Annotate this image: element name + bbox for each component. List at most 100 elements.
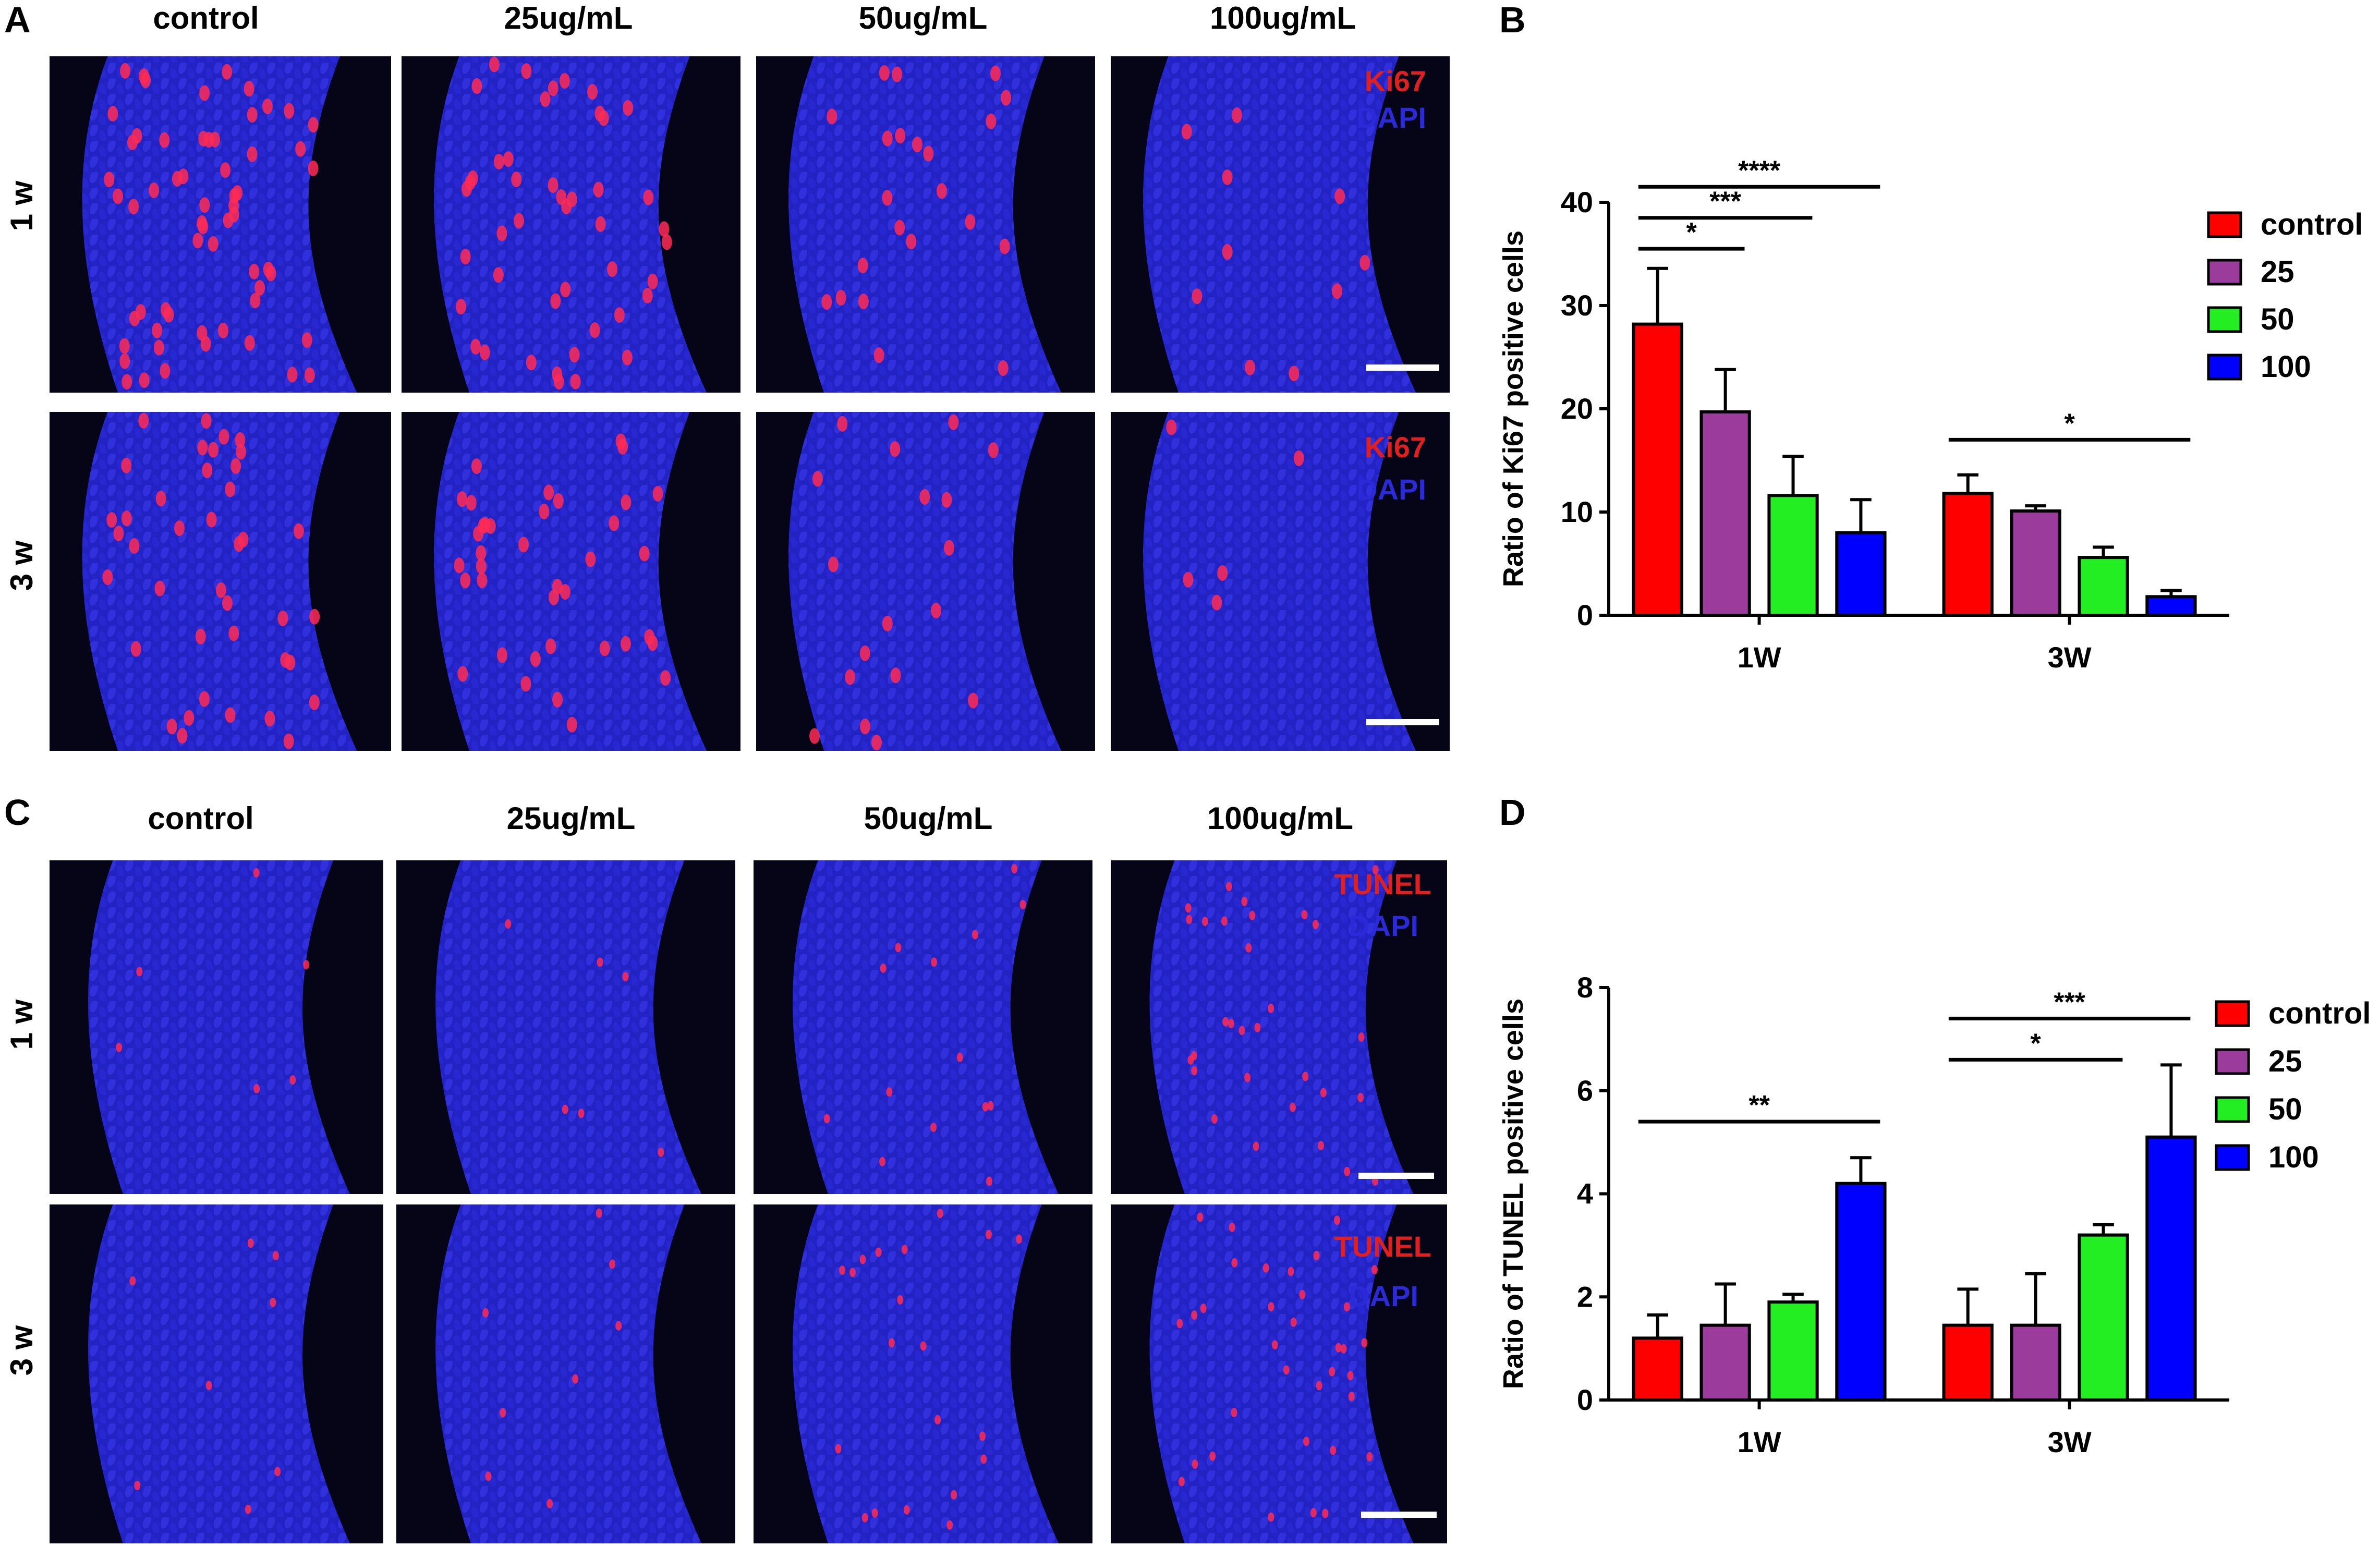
positive-cell-marker — [1178, 1477, 1185, 1487]
positive-cell-marker — [1254, 1022, 1261, 1032]
positive-cell-marker — [129, 1276, 136, 1286]
column-title-25-c: 25ug/mL — [507, 801, 636, 836]
positive-cell-marker — [894, 220, 905, 236]
positive-cell-marker — [530, 651, 541, 667]
positive-cell-marker — [548, 80, 558, 96]
bar-100-3W — [2145, 595, 2197, 617]
positive-cell-marker — [972, 930, 978, 940]
bar-25-1W — [1699, 1323, 1751, 1402]
positive-cell-marker — [139, 372, 150, 388]
positive-cell-marker — [1249, 910, 1256, 920]
positive-cell-marker — [253, 1084, 260, 1094]
positive-cell-marker — [1211, 1114, 1218, 1124]
y-tick-label: 20 — [1561, 392, 1593, 425]
positive-cell-marker — [102, 569, 113, 586]
positive-cell-marker — [1334, 1215, 1341, 1225]
positive-cell-marker — [589, 322, 600, 338]
positive-cell-marker — [937, 1209, 943, 1219]
positive-cell-marker — [218, 429, 229, 445]
positive-cell-marker — [1335, 1343, 1342, 1353]
positive-cell-marker — [119, 338, 130, 354]
positive-cell-marker — [1343, 1302, 1350, 1312]
positive-cell-marker — [1001, 90, 1012, 106]
positive-cell-marker — [901, 1245, 908, 1255]
positive-cell-marker — [553, 374, 564, 390]
positive-cell-marker — [293, 523, 304, 539]
positive-cell-marker — [585, 551, 596, 567]
column-title-control: control — [153, 1, 259, 35]
positive-cell-marker — [482, 1308, 489, 1318]
column-title-100-c: 100ug/mL — [1207, 801, 1353, 836]
positive-cell-marker — [875, 1247, 882, 1257]
column-title-50-c: 50ug/mL — [864, 801, 993, 836]
stain-label-tunel-3w: TUNEL — [1334, 1230, 1431, 1263]
micrograph-tunel-r1-c3 — [1111, 1204, 1447, 1543]
positive-cell-marker — [244, 81, 254, 97]
positive-cell-marker — [642, 287, 653, 303]
positive-cell-marker — [934, 1415, 941, 1425]
positive-cell-marker — [485, 518, 496, 534]
positive-cell-marker — [454, 557, 465, 574]
bar-control-3W — [1942, 492, 1994, 617]
positive-cell-marker — [513, 213, 524, 229]
positive-cell-marker — [270, 1298, 276, 1308]
positive-cell-marker — [882, 615, 893, 631]
positive-cell-marker — [882, 190, 893, 206]
positive-cell-marker — [304, 367, 315, 383]
nuclei-texture — [793, 860, 1059, 1194]
positive-cell-marker — [965, 214, 976, 230]
positive-cell-marker — [1303, 1437, 1310, 1446]
stain-label-dapi-3w: DAPI — [1356, 473, 1426, 506]
positive-cell-marker — [149, 182, 160, 199]
y-tick-label: 4 — [1577, 1177, 1593, 1210]
positive-cell-marker — [845, 669, 856, 685]
nuclei-texture — [88, 1204, 350, 1543]
micrograph-ki67-r0-c1 — [402, 56, 740, 393]
bar-100-1W — [1835, 531, 1887, 617]
positive-cell-marker — [129, 310, 140, 326]
significance-label: * — [2030, 1028, 2041, 1058]
positive-cell-marker — [593, 181, 604, 198]
positive-cell-marker — [1359, 254, 1370, 271]
positive-cell-marker — [946, 1520, 953, 1530]
positive-cell-marker — [215, 582, 226, 598]
positive-cell-marker — [951, 1490, 957, 1500]
positive-cell-marker — [247, 107, 258, 123]
positive-cell-marker — [104, 172, 115, 188]
positive-cell-marker — [184, 710, 195, 726]
positive-cell-marker — [1183, 571, 1194, 588]
positive-cell-marker — [308, 117, 319, 133]
positive-cell-marker — [1181, 124, 1192, 140]
positive-cell-marker — [857, 258, 868, 274]
positive-cell-marker — [121, 457, 132, 473]
positive-cell-marker — [998, 360, 1009, 376]
positive-cell-marker — [1348, 1392, 1355, 1402]
positive-cell-marker — [547, 1499, 553, 1508]
positive-cell-marker — [595, 216, 606, 232]
positive-cell-marker — [598, 110, 609, 126]
positive-cell-marker — [477, 572, 488, 588]
positive-cell-marker — [931, 602, 942, 618]
micrograph-ki67-r0-c2 — [756, 56, 1095, 393]
positive-cell-marker — [116, 1042, 123, 1052]
positive-cell-marker — [931, 957, 938, 967]
positive-cell-marker — [1289, 366, 1300, 382]
positive-cell-marker — [661, 234, 672, 250]
positive-cell-marker — [172, 171, 183, 187]
positive-cell-marker — [152, 322, 163, 338]
positive-cell-marker — [647, 273, 658, 289]
nuclei-texture — [1143, 56, 1416, 393]
positive-cell-marker — [890, 441, 901, 457]
bar-25-3W — [2010, 509, 2061, 617]
micrograph-ki67-r0-c0 — [50, 56, 391, 393]
positive-cell-marker — [1310, 1508, 1317, 1518]
nuclei-texture — [788, 412, 1061, 751]
positive-cell-marker — [835, 290, 846, 306]
nuclei-texture — [435, 1204, 701, 1543]
positive-cell-marker — [1245, 359, 1256, 375]
positive-cell-marker — [217, 322, 228, 338]
positive-cell-marker — [272, 1251, 279, 1261]
legend-swatch-100 — [2215, 1144, 2250, 1171]
positive-cell-marker — [1187, 1055, 1194, 1065]
legend-label-control: control — [2261, 208, 2363, 241]
